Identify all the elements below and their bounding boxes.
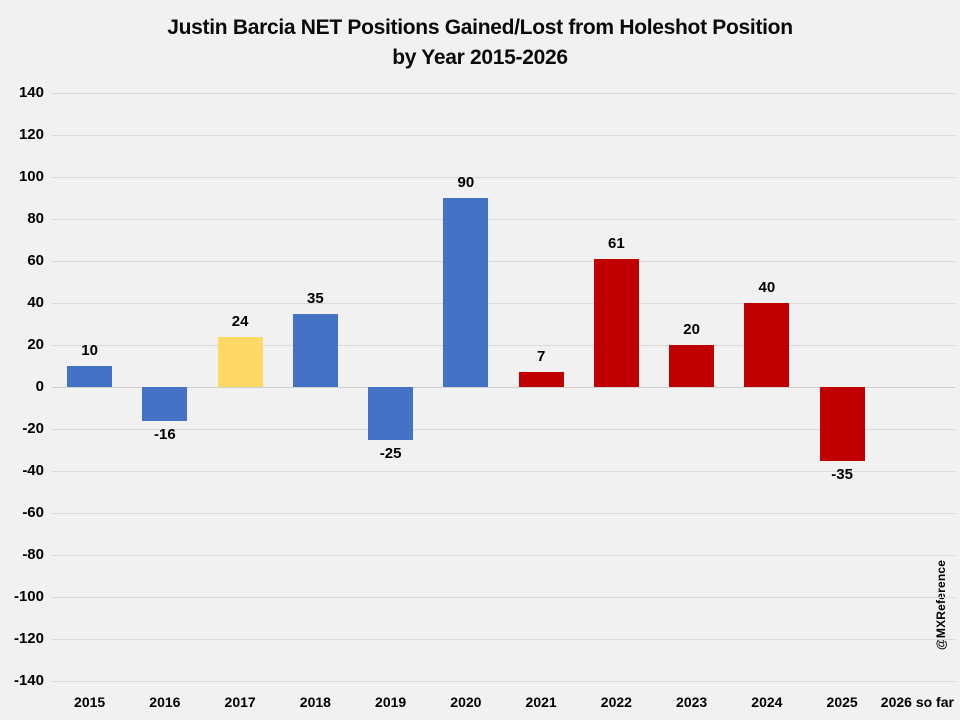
y-axis-tick-label: -80 xyxy=(22,546,44,563)
gridline-y--120 xyxy=(52,638,955,640)
gridline-y-60 xyxy=(52,260,955,262)
gridline-y-140 xyxy=(52,92,955,94)
bar-2020 xyxy=(443,198,489,387)
x-axis-tick-label: 2017 xyxy=(224,694,256,710)
gridline-y-0 xyxy=(52,386,955,388)
y-axis-tick-label: -60 xyxy=(22,504,44,521)
x-axis-tick-label: 2022 xyxy=(600,694,632,710)
y-axis-tick-label: -100 xyxy=(13,588,44,605)
chart-title-line1: Justin Barcia NET Positions Gained/Lost … xyxy=(167,16,793,39)
bar-2024 xyxy=(744,303,790,387)
y-axis-tick-label: 0 xyxy=(35,378,44,395)
gridline-y-80 xyxy=(52,218,955,220)
y-axis-tick-label: 100 xyxy=(18,168,44,185)
bar-value-label: 40 xyxy=(758,279,776,296)
y-axis-tick-label: 80 xyxy=(27,210,44,227)
x-axis-tick-label: 2025 xyxy=(826,694,858,710)
x-axis-tick-label: 2016 xyxy=(149,694,181,710)
gridline-y-20 xyxy=(52,344,955,346)
gridline-y--40 xyxy=(52,470,955,472)
gridline-y-120 xyxy=(52,134,955,136)
bar-value-label: 7 xyxy=(536,348,546,366)
x-axis-tick-label: 2023 xyxy=(676,694,708,710)
y-axis-tick-label: 60 xyxy=(27,252,44,269)
bar-value-label: 61 xyxy=(608,234,625,252)
bar-value-label: 90 xyxy=(457,174,475,191)
x-axis-tick-label: 2019 xyxy=(375,694,407,710)
bar-value-label: 20 xyxy=(683,321,700,338)
y-axis-tick-label: -120 xyxy=(13,630,44,647)
watermark: @MXReference xyxy=(934,559,948,651)
x-axis-tick-label: 2024 xyxy=(751,694,783,710)
y-axis-tick-label: 140 xyxy=(18,84,44,101)
gridline-y--140 xyxy=(52,680,955,682)
x-axis-tick-label: 2026 so far xyxy=(880,694,954,710)
y-axis-tick-label: 20 xyxy=(27,336,44,353)
bar-value-label: 35 xyxy=(307,289,324,307)
bar-value-label: -35 xyxy=(831,465,853,483)
gridline-y--80 xyxy=(52,554,955,556)
gridline-y-100 xyxy=(52,176,955,178)
bar-2023 xyxy=(669,345,715,387)
bar-2022 xyxy=(593,258,639,387)
bar-2015 xyxy=(67,366,113,387)
bar-2018 xyxy=(292,313,338,387)
y-axis-tick-label: -40 xyxy=(22,462,44,479)
gridline-y--20 xyxy=(52,428,955,430)
bar-value-label: -16 xyxy=(154,425,176,443)
x-axis-tick-label: 2018 xyxy=(299,694,331,710)
y-axis-tick-label: 40 xyxy=(27,294,44,311)
y-axis-tick-label: -20 xyxy=(22,420,44,437)
bar-value-label: 24 xyxy=(231,312,249,330)
bar-2025 xyxy=(819,387,865,461)
chart-title: Justin Barcia NET Positions Gained/Lost … xyxy=(0,13,960,73)
y-axis-tick-label: -140 xyxy=(13,672,44,689)
gridline-y-40 xyxy=(52,302,955,304)
gridline-y--60 xyxy=(52,512,955,514)
chart-title-line2: by Year 2015-2026 xyxy=(392,46,568,69)
bar-2021 xyxy=(518,372,564,387)
bar-value-label: -25 xyxy=(379,444,402,462)
y-axis-tick-label: 120 xyxy=(18,126,44,143)
bar-2017 xyxy=(217,336,263,387)
x-axis-tick-label: 2015 xyxy=(74,694,106,710)
bar-2016 xyxy=(142,387,188,421)
bar-2019 xyxy=(368,387,414,440)
gridline-y--100 xyxy=(52,596,955,598)
bar-value-label: 10 xyxy=(81,342,98,359)
x-axis-tick-label: 2020 xyxy=(450,694,482,710)
x-axis-tick-label: 2021 xyxy=(525,694,557,710)
